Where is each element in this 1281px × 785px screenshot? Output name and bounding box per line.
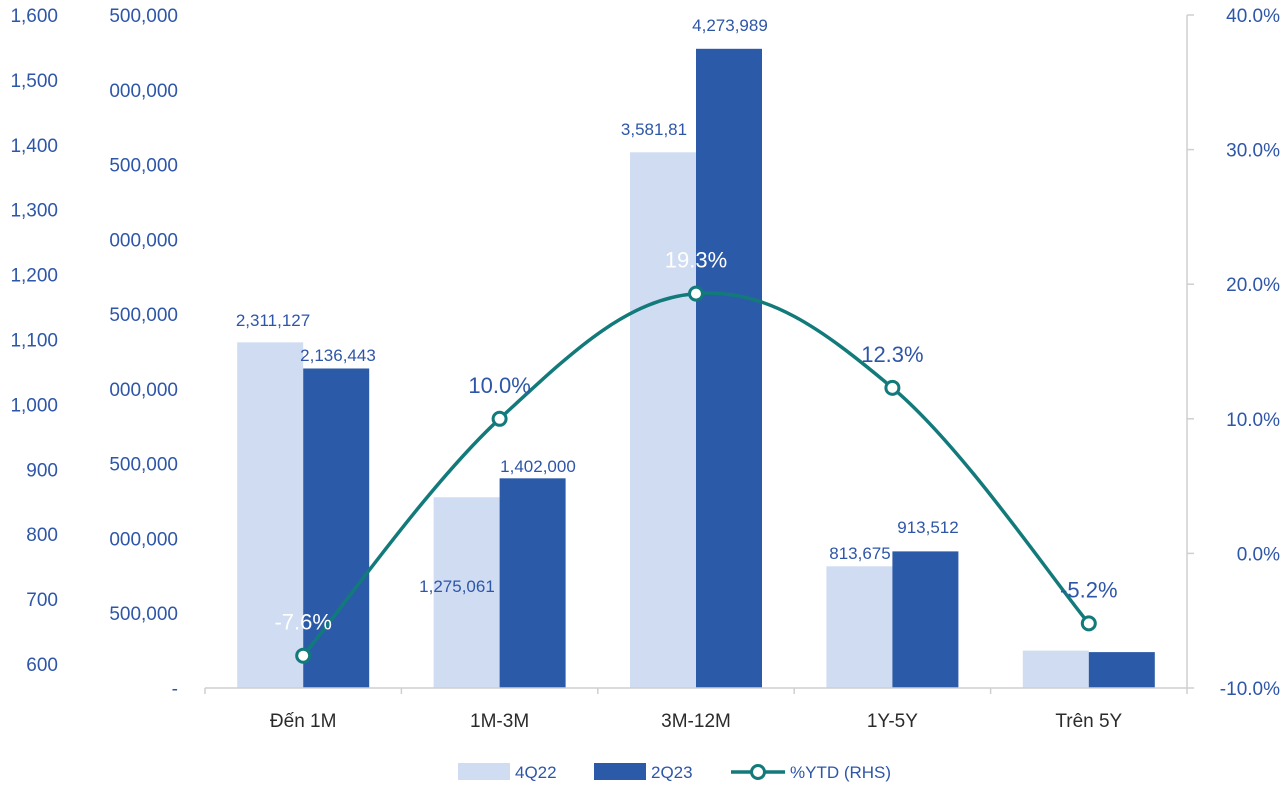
left-tick-label-a: 700 bbox=[26, 590, 58, 611]
ytd-point bbox=[295, 647, 312, 664]
left-tick-label-a: 1,500 bbox=[10, 71, 58, 92]
ytd-point bbox=[1080, 615, 1097, 632]
left-tick-label-b: 500,000 bbox=[109, 6, 178, 27]
left-tick-label-a: 1,100 bbox=[10, 331, 58, 352]
bar-value-label: 813,675 bbox=[829, 544, 890, 563]
bar-4q22 bbox=[237, 342, 304, 688]
left-tick-label-b: 000,000 bbox=[109, 230, 178, 251]
left-tick-label-b: 000,000 bbox=[109, 81, 178, 102]
bar-2q23 bbox=[1088, 652, 1155, 688]
ytd-value-label: 19.3% bbox=[665, 248, 727, 273]
left-tick-label-a: 1,600 bbox=[10, 6, 58, 27]
right-tick-label: -10.0% bbox=[1220, 679, 1280, 700]
left-tick-label-b: 000,000 bbox=[109, 529, 178, 550]
bar-2q23 bbox=[892, 551, 959, 688]
left-tick-label-b: 500,000 bbox=[109, 455, 178, 476]
legend-label-4q22: 4Q22 bbox=[515, 763, 557, 782]
data-labels: 2,311,127 1,275,061 3,581,81 813,675 2,136,4… bbox=[236, 16, 1118, 635]
left-tick-label-a: 900 bbox=[26, 460, 58, 481]
right-tick-label: 10.0% bbox=[1226, 410, 1280, 431]
bar-2q23 bbox=[303, 368, 370, 688]
x-category-label: Trên 5Y bbox=[1055, 711, 1122, 732]
bar-value-label: 2,136,443 bbox=[300, 346, 376, 365]
bar-value-label: 3,581,81 bbox=[621, 120, 687, 139]
right-tick-label: 0.0% bbox=[1237, 544, 1280, 565]
bar-2q23 bbox=[499, 478, 566, 688]
bars bbox=[237, 48, 1155, 688]
legend-swatch-4q22 bbox=[458, 763, 510, 780]
x-category-label: Đến 1M bbox=[270, 711, 337, 732]
legend: 4Q22 2Q23 %YTD (RHS) bbox=[458, 763, 891, 782]
bar-value-label: 4,273,989 bbox=[692, 16, 768, 35]
bar-value-label: 1,402,000 bbox=[500, 457, 576, 476]
ytd-value-label: 12.3% bbox=[861, 342, 923, 367]
ytd-value-label: 10.0% bbox=[468, 373, 530, 398]
bar-value-label: 913,512 bbox=[897, 518, 958, 537]
x-category-label: 1M-3M bbox=[470, 711, 529, 732]
bar-value-label: 1,275,061 bbox=[419, 577, 495, 596]
ytd-point bbox=[491, 410, 508, 427]
x-category-label: 3M-12M bbox=[661, 711, 731, 732]
ytd-line-series bbox=[295, 285, 1097, 664]
right-tick-label: 30.0% bbox=[1226, 141, 1280, 162]
bar-4q22 bbox=[630, 152, 696, 688]
left-tick-label-a: 1,000 bbox=[10, 395, 58, 416]
left-tick-label-a: 1,300 bbox=[10, 201, 58, 222]
left-tick-label-b: 500,000 bbox=[109, 604, 178, 625]
right-tick-label: 40.0% bbox=[1226, 6, 1280, 27]
left-tick-label-b: 000,000 bbox=[109, 380, 178, 401]
bar-4q22 bbox=[1022, 650, 1089, 688]
legend-swatch-2q23 bbox=[594, 763, 646, 780]
right-tick-label: 20.0% bbox=[1226, 275, 1280, 296]
left-tick-label-b: 500,000 bbox=[109, 156, 178, 177]
left-tick-label-a: 1,200 bbox=[10, 266, 58, 287]
legend-label-2q23: 2Q23 bbox=[651, 763, 693, 782]
ytd-value-label: -7.6% bbox=[274, 610, 331, 635]
left-tick-label-a: 600 bbox=[26, 655, 58, 676]
ytd-value-label: -5.2% bbox=[1060, 577, 1117, 602]
bar-2q23 bbox=[696, 48, 762, 688]
bar-value-label: 2,311,127 bbox=[236, 311, 310, 330]
ytd-point bbox=[884, 379, 901, 396]
left-tick-label-a: 800 bbox=[26, 525, 58, 546]
left-tick-label-b: 500,000 bbox=[109, 305, 178, 326]
legend-marker-ytd bbox=[750, 764, 766, 780]
bar-4q22 bbox=[826, 566, 893, 688]
left-tick-label-b: - bbox=[172, 679, 178, 700]
x-axis: Đến 1M 1M-3M 3M-12M 1Y-5Y Trên 5Y bbox=[204, 687, 1188, 732]
legend-label-ytd: %YTD (RHS) bbox=[790, 763, 891, 782]
x-category-label: 1Y-5Y bbox=[867, 711, 918, 732]
bar-4q22 bbox=[433, 497, 500, 688]
right-axis: -10.0% 0.0% 10.0% 20.0% 30.0% 40.0% bbox=[1186, 6, 1280, 700]
ytd-point bbox=[688, 285, 704, 302]
left-axis-ticks: 600 700 800 900 1,000 1,100 1,200 1,300 1,400 1,5… bbox=[10, 6, 178, 700]
left-tick-label-a: 1,400 bbox=[10, 136, 58, 157]
